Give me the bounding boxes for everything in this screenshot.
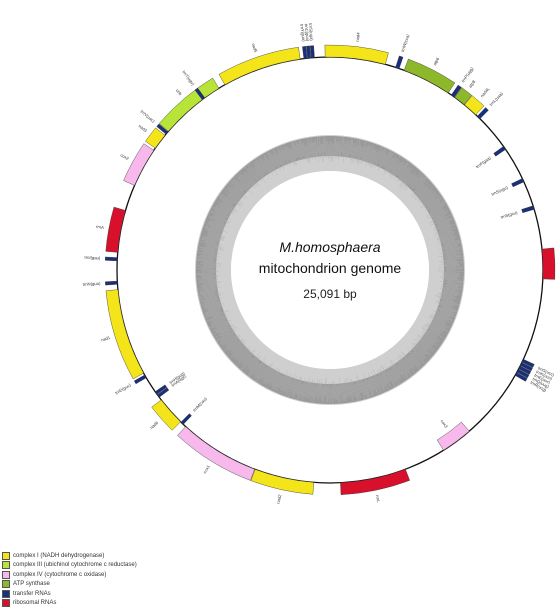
gene-label: cox1 bbox=[202, 464, 211, 475]
legend-item: complex III (ubichinol cytochrome c redu… bbox=[2, 561, 302, 571]
legend-item: complex IV (cytochrome c oxidase) bbox=[2, 570, 302, 580]
legend: complex I (NADH dehydrogenase) complex II… bbox=[2, 551, 302, 608]
legend-item: ATP synthase bbox=[2, 580, 302, 590]
gene-label: atp6 bbox=[432, 56, 440, 66]
gene-label: trnN(guu) bbox=[83, 281, 102, 287]
legend-swatch bbox=[2, 561, 10, 569]
gene-label: nad1 bbox=[100, 335, 111, 343]
gene-label: trnS(ugu) bbox=[491, 185, 509, 197]
legend-swatch bbox=[2, 571, 10, 579]
gene-rrns bbox=[542, 248, 555, 280]
gene-label: trnM(cau) bbox=[192, 396, 208, 413]
legend-label: complex IV (cytochrome c oxidase) bbox=[13, 572, 106, 578]
legend-item: complex I (NADH dehydrogenase) bbox=[2, 551, 302, 561]
legend-label: ATP synthase bbox=[13, 581, 50, 587]
gene-trnfgaa bbox=[494, 146, 506, 156]
gene-trnwcca bbox=[396, 56, 403, 69]
gene-nad2 bbox=[251, 469, 314, 494]
gene-label: cox3 bbox=[440, 419, 450, 430]
gene-label: cox2 bbox=[120, 152, 131, 161]
genome-size: 25,091 bp bbox=[303, 287, 357, 301]
gene-trnnguu bbox=[105, 281, 117, 285]
gene-label: rrnA bbox=[96, 224, 105, 230]
gene-trnigau bbox=[105, 257, 117, 261]
gene-nad5 bbox=[219, 47, 300, 85]
gene-cox1 bbox=[177, 427, 254, 481]
gene-label: rrnL bbox=[375, 495, 382, 504]
genome-subtitle: mitochondrion genome bbox=[259, 260, 402, 276]
legend-label: transfer RNAs bbox=[13, 591, 51, 597]
gene-label: nad2 bbox=[275, 493, 282, 504]
legend-swatch bbox=[2, 590, 10, 598]
gene-label: trnL(uaa) bbox=[488, 91, 504, 107]
gene-trnsgcu bbox=[522, 206, 535, 213]
gene-cox2 bbox=[124, 144, 154, 186]
gene-label: nad4L bbox=[479, 86, 491, 99]
gene-label: trnD(guc) bbox=[114, 382, 132, 395]
gene-label: trnF(gaa) bbox=[475, 155, 492, 169]
gene-trnsugu bbox=[512, 179, 524, 187]
gene-trnmcau bbox=[181, 414, 192, 425]
gene-label: nad4 bbox=[355, 31, 361, 42]
gene-label: atp8 bbox=[468, 79, 477, 89]
species-name: M.homosphaera bbox=[279, 239, 380, 255]
legend-label: complex III (ubichinol cytochrome c redu… bbox=[13, 562, 137, 568]
gene-nad1 bbox=[106, 290, 144, 379]
gene-label: trnI(gau) bbox=[84, 255, 101, 261]
gene-rrnl bbox=[340, 469, 409, 495]
gene-atp6 bbox=[404, 59, 455, 93]
gene-cob bbox=[159, 78, 219, 131]
gene-label: nad5 bbox=[251, 43, 259, 54]
gene-label: nad6 bbox=[149, 420, 160, 430]
legend-item: transfer RNAs bbox=[2, 589, 302, 599]
legend-label: complex I (NADH dehydrogenase) bbox=[13, 553, 104, 559]
gene-trnsuga bbox=[310, 46, 314, 58]
gene-label: trnW(cca) bbox=[400, 33, 411, 52]
legend-swatch bbox=[2, 580, 10, 588]
gene-label: trnT(ugu) bbox=[181, 69, 196, 86]
gene-label: cob bbox=[175, 88, 184, 97]
gene-label: nad3 bbox=[138, 123, 149, 133]
legend-swatch bbox=[2, 552, 10, 560]
gene-cox3 bbox=[437, 422, 469, 450]
legend-swatch bbox=[2, 599, 10, 607]
gene-nad4 bbox=[325, 45, 389, 64]
gene-rrna bbox=[106, 207, 126, 252]
gene-label: trnV(uac) bbox=[139, 109, 156, 124]
gene-label: trnS(gcu) bbox=[500, 210, 519, 220]
legend-label: ribosomal RNAs bbox=[13, 600, 56, 606]
legend-item: ribosomal RNAs bbox=[2, 599, 302, 608]
